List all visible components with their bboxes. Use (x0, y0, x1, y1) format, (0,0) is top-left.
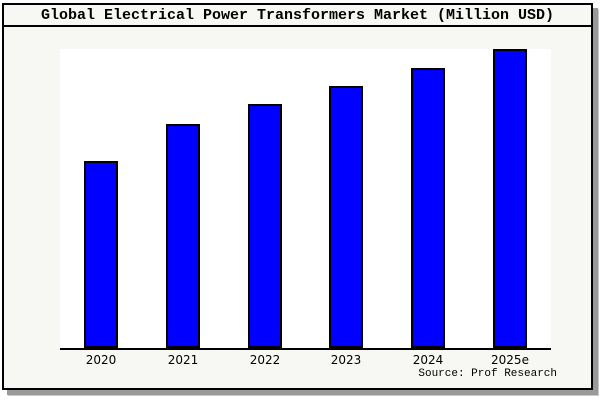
x-tick-label-2022: 2022 (249, 353, 281, 367)
chart-region: 2020 2021 2022 2023 2024 2025e Source: Prof R… (4, 27, 591, 388)
bar-2020 (84, 161, 118, 348)
bar-2024 (411, 68, 445, 348)
plot-area (60, 49, 551, 350)
chart-title-bar: Global Electrical Power Transformers Mar… (4, 5, 591, 27)
x-tick-label-2024: 2024 (412, 353, 444, 367)
bar-2022 (248, 104, 282, 348)
chart-title: Global Electrical Power Transformers Mar… (40, 6, 555, 24)
x-tick-label-2021: 2021 (167, 353, 199, 367)
x-tick-label-2025e: 2025e (491, 353, 529, 367)
bar-2023 (329, 86, 363, 348)
chart-frame: Global Electrical Power Transformers Mar… (2, 3, 593, 390)
x-tick-label-2020: 2020 (85, 353, 117, 367)
x-tick-label-2023: 2023 (330, 353, 362, 367)
bar-2021 (166, 124, 200, 348)
bar-2025e (493, 49, 527, 348)
source-note: Source: Prof Research (418, 368, 557, 380)
